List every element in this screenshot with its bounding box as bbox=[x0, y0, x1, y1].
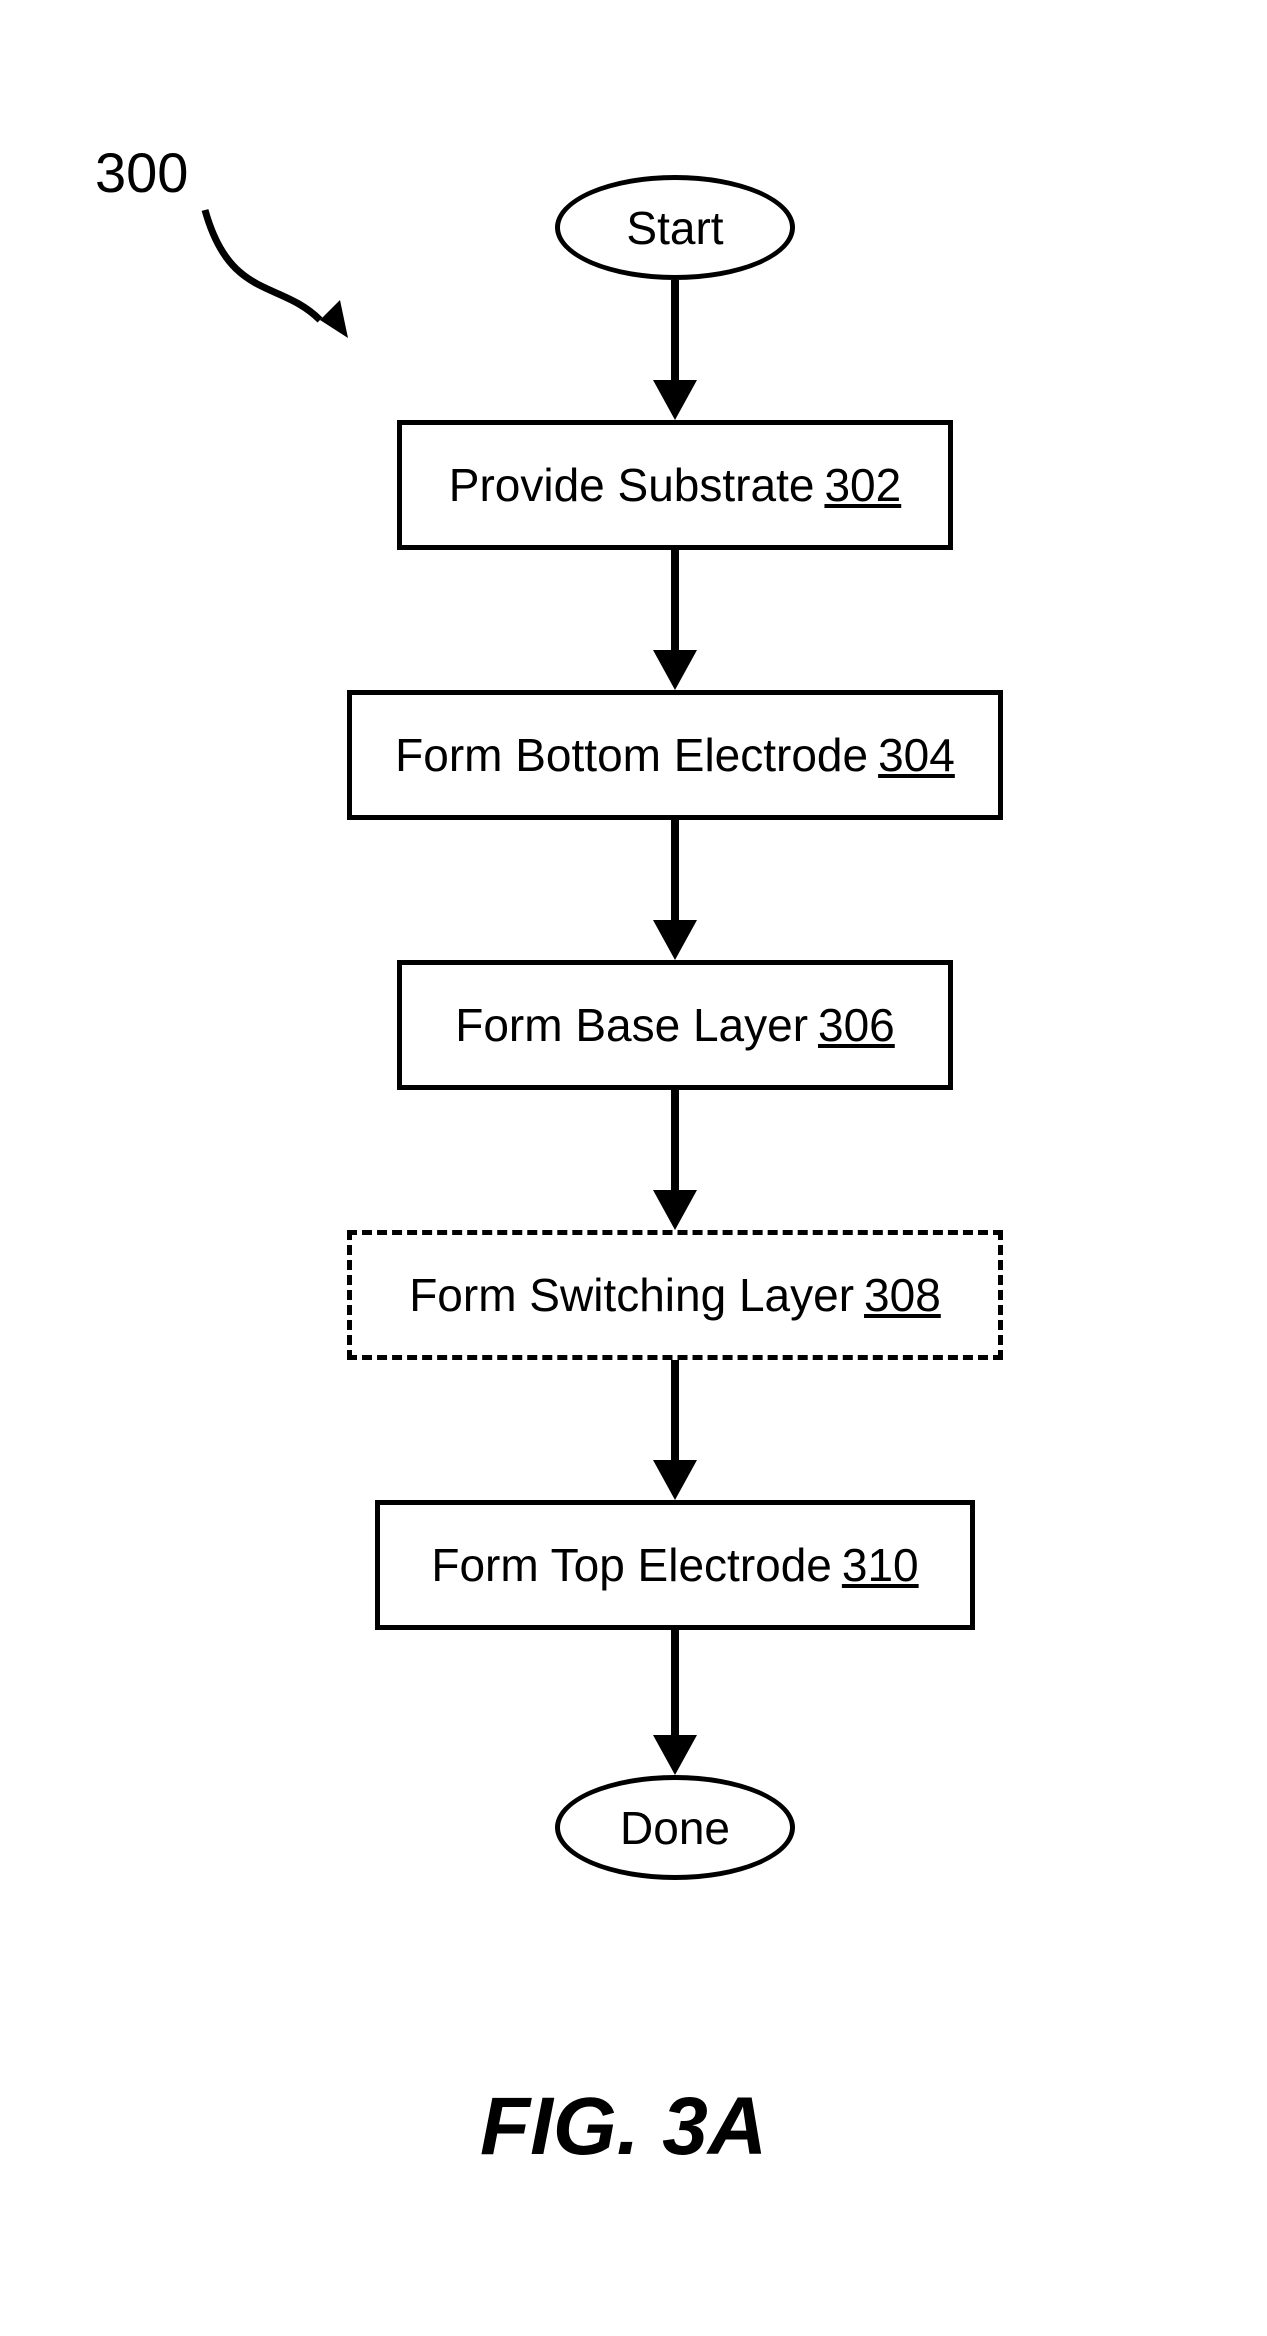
step-302: Provide Substrate 302 bbox=[397, 420, 953, 550]
step-304-num: 304 bbox=[878, 728, 955, 782]
edge-start-302 bbox=[671, 280, 679, 380]
edge-304-306 bbox=[671, 820, 679, 920]
edge-310-done-head bbox=[653, 1735, 697, 1775]
step-302-label: Provide Substrate bbox=[449, 458, 815, 512]
step-308-label: Form Switching Layer bbox=[409, 1268, 854, 1322]
step-306-label: Form Base Layer bbox=[455, 998, 808, 1052]
step-306-num: 306 bbox=[818, 998, 895, 1052]
edge-310-done bbox=[671, 1630, 679, 1735]
edge-304-306-head bbox=[653, 920, 697, 960]
edge-302-304-head bbox=[653, 650, 697, 690]
step-302-num: 302 bbox=[824, 458, 901, 512]
step-310-label: Form Top Electrode bbox=[431, 1538, 832, 1592]
done-node: Done bbox=[555, 1775, 795, 1880]
step-304-label: Form Bottom Electrode bbox=[395, 728, 868, 782]
step-306: Form Base Layer 306 bbox=[397, 960, 953, 1090]
figure-caption: FIG. 3A bbox=[480, 2080, 767, 2174]
reference-arrow bbox=[0, 0, 400, 400]
step-308-num: 308 bbox=[864, 1268, 941, 1322]
edge-306-308 bbox=[671, 1090, 679, 1190]
edge-start-302-head bbox=[653, 380, 697, 420]
start-label: Start bbox=[626, 201, 723, 255]
flowchart-canvas: 300 Start Provide Substrate 302 Form Bot… bbox=[0, 0, 1267, 2336]
start-node: Start bbox=[555, 175, 795, 280]
edge-308-310-head bbox=[653, 1460, 697, 1500]
edge-308-310 bbox=[671, 1360, 679, 1460]
edge-306-308-head bbox=[653, 1190, 697, 1230]
edge-302-304 bbox=[671, 550, 679, 650]
step-304: Form Bottom Electrode 304 bbox=[347, 690, 1003, 820]
step-310: Form Top Electrode 310 bbox=[375, 1500, 975, 1630]
done-label: Done bbox=[620, 1801, 730, 1855]
step-308: Form Switching Layer 308 bbox=[347, 1230, 1003, 1360]
step-310-num: 310 bbox=[842, 1538, 919, 1592]
